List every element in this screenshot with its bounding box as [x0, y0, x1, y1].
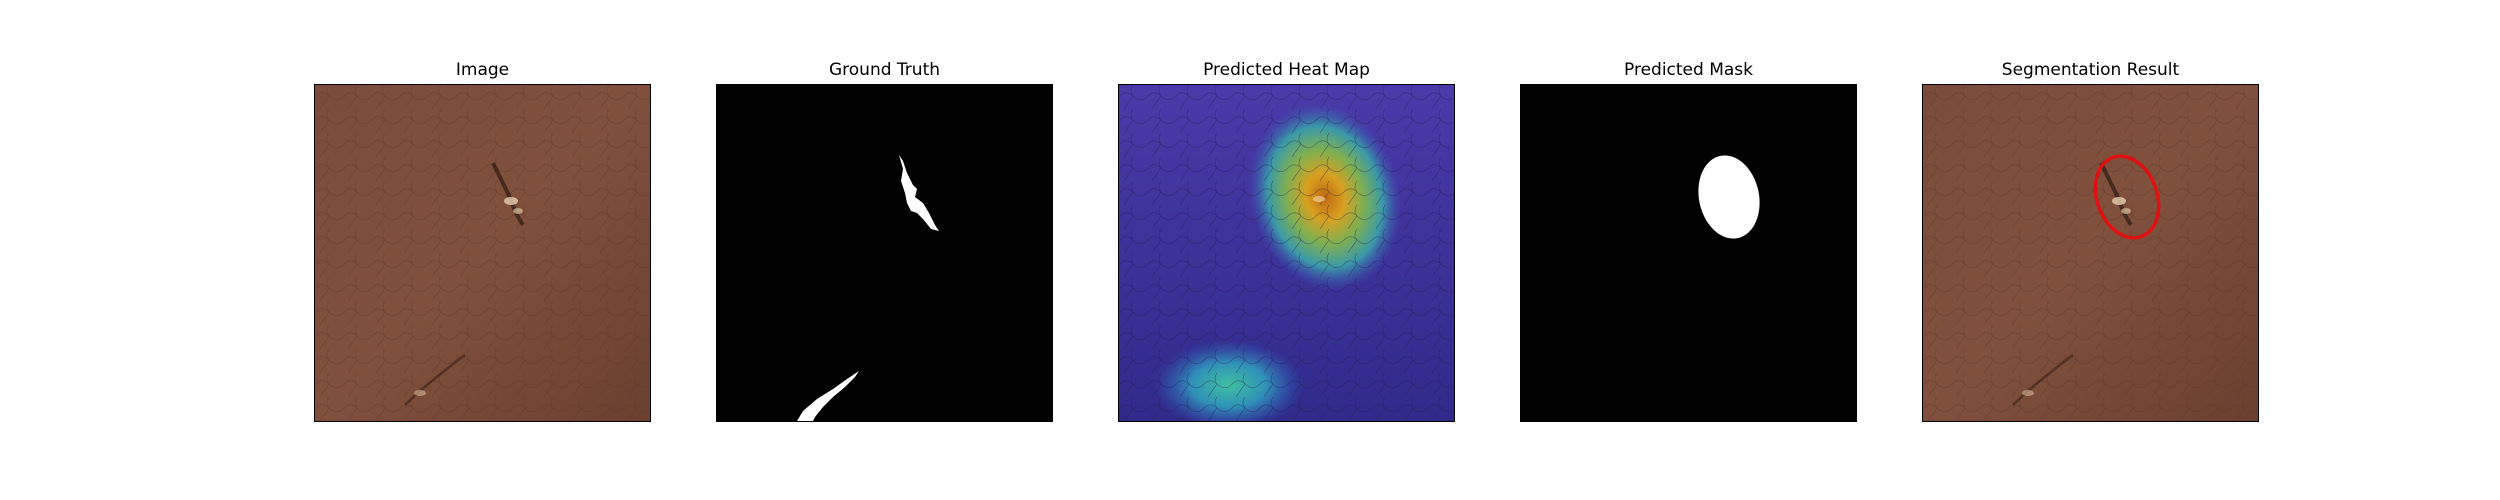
leather-image	[314, 84, 651, 422]
mask-region	[899, 155, 939, 231]
defect-mark	[404, 354, 466, 406]
panel-title: Predicted Heat Map	[1203, 60, 1370, 80]
panel-title: Image	[455, 60, 510, 80]
heat-map-image	[1118, 84, 1455, 422]
defect-mark	[491, 162, 525, 227]
defect-mark	[2012, 354, 2074, 406]
predicted-mask-image	[1520, 84, 1857, 422]
mask-region	[797, 371, 859, 421]
panel-title: Segmentation Result	[2001, 60, 2180, 80]
panel-title: Predicted Mask	[1624, 60, 1753, 80]
panel-title: Ground Truth	[828, 60, 941, 80]
mask-region	[1698, 155, 1760, 239]
segmentation-result-image	[1922, 84, 2259, 422]
defect-mark	[2099, 162, 2133, 227]
segmentation-contour	[2093, 154, 2161, 240]
ground-truth-mask	[716, 84, 1053, 422]
